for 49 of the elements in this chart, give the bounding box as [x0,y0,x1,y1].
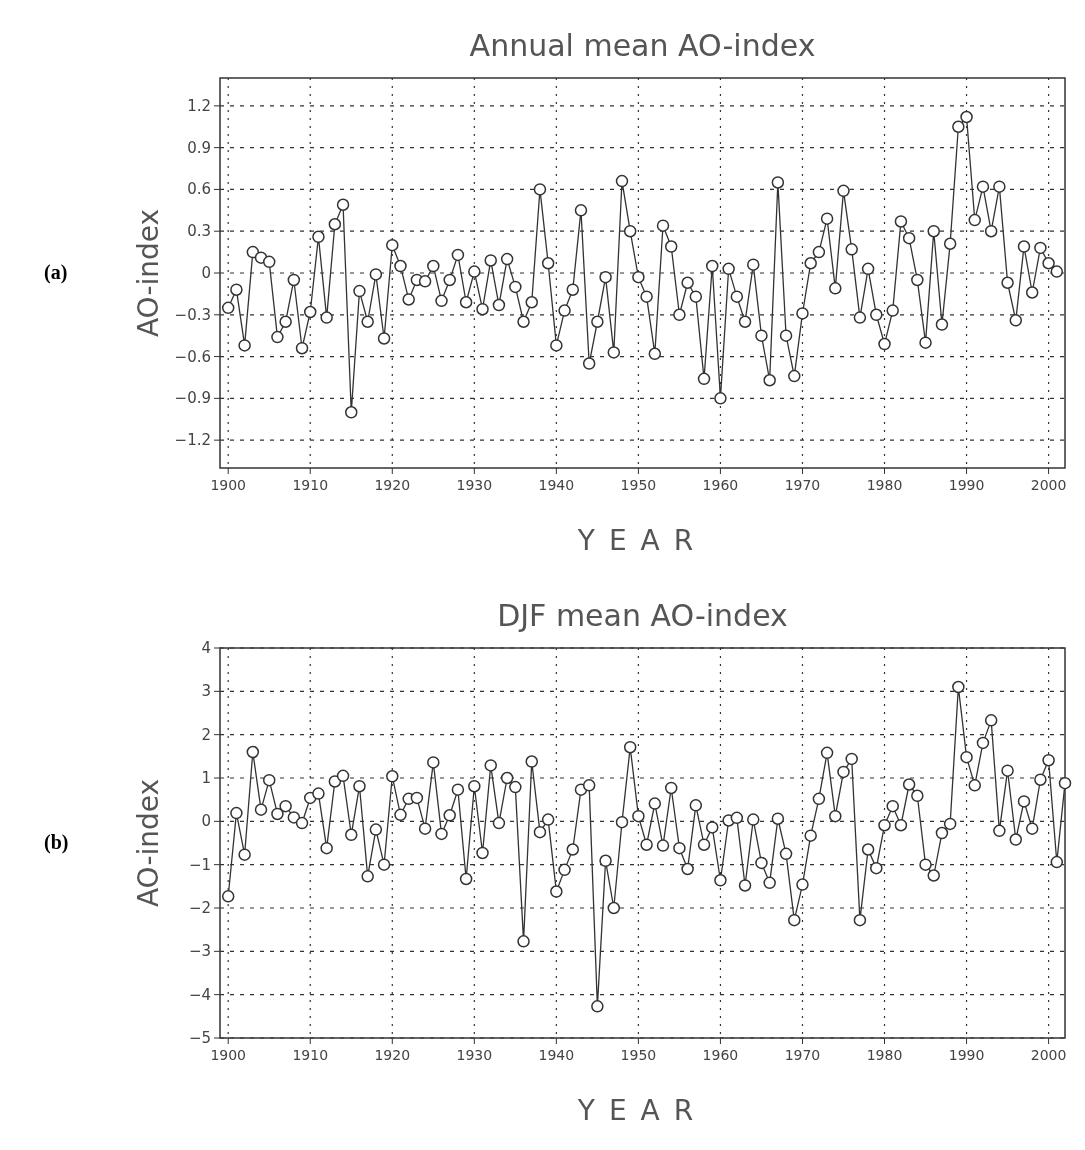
x-tick-label: 1900 [210,477,247,493]
y-tick-label: 1.2 [187,96,211,115]
y-tick-label: 1 [201,769,211,787]
x-tick-label: 2000 [1030,477,1067,493]
y-tick-label: −0.9 [174,389,211,408]
y-tick-label: −1 [188,855,211,874]
y-tick-label: −1.2 [174,431,211,450]
x-tick-label: 1910 [292,1047,329,1063]
y-tick-label: 0.3 [187,222,211,241]
x-tick-label: 1960 [702,477,739,493]
y-tick-label: −2 [188,899,211,917]
x-tick-label: 1900 [210,1047,247,1063]
y-tick-label: 0.9 [187,138,211,157]
x-tick-label: 1970 [784,477,821,493]
y-tick-label: 0 [201,812,211,831]
x-tick-label: 1980 [866,477,903,493]
y-tick-label: −0.6 [174,347,211,366]
y-tick-label: 4 [201,639,211,657]
y-tick-label: −0.3 [174,305,211,324]
x-tick-label: 1990 [948,477,985,493]
x-tick-label: 1970 [784,1047,821,1063]
y-axis-title: AO-index [132,208,165,338]
y-axis-title: AO-index [132,778,165,908]
x-tick-label: 1960 [702,1047,739,1063]
x-tick-label: 1980 [866,1047,903,1063]
x-tick-label: 1930 [456,477,493,493]
x-tick-label: 1990 [948,1047,985,1063]
x-tick-label: 1940 [538,1047,575,1063]
x-tick-label: 1930 [456,1047,493,1063]
y-tick-label: 0.6 [187,180,211,199]
x-tick-label: 1920 [374,477,411,493]
x-tick-label: 2000 [1030,1047,1067,1063]
x-tick-label: 1950 [620,1047,657,1063]
x-tick-label: 1910 [292,477,329,493]
x-axis-title: YEAR [576,1094,708,1127]
x-tick-label: 1920 [374,1047,411,1063]
text: (a) [44,261,68,284]
y-tick-label: −4 [188,985,211,1004]
y-tick-label: 3 [201,682,211,701]
x-axis-title: YEAR [576,524,708,557]
y-tick-label: −3 [188,942,211,961]
y-tick-label: 0 [201,264,211,282]
y-tick-label: 2 [201,725,211,744]
chart-title: DJF mean AO-index [497,598,788,633]
x-tick-label: 1940 [538,477,575,493]
chart-title: Annual mean AO-index [469,28,816,63]
x-tick-label: 1950 [620,477,657,493]
text: (b) [44,831,69,854]
y-tick-label: −5 [188,1029,211,1047]
